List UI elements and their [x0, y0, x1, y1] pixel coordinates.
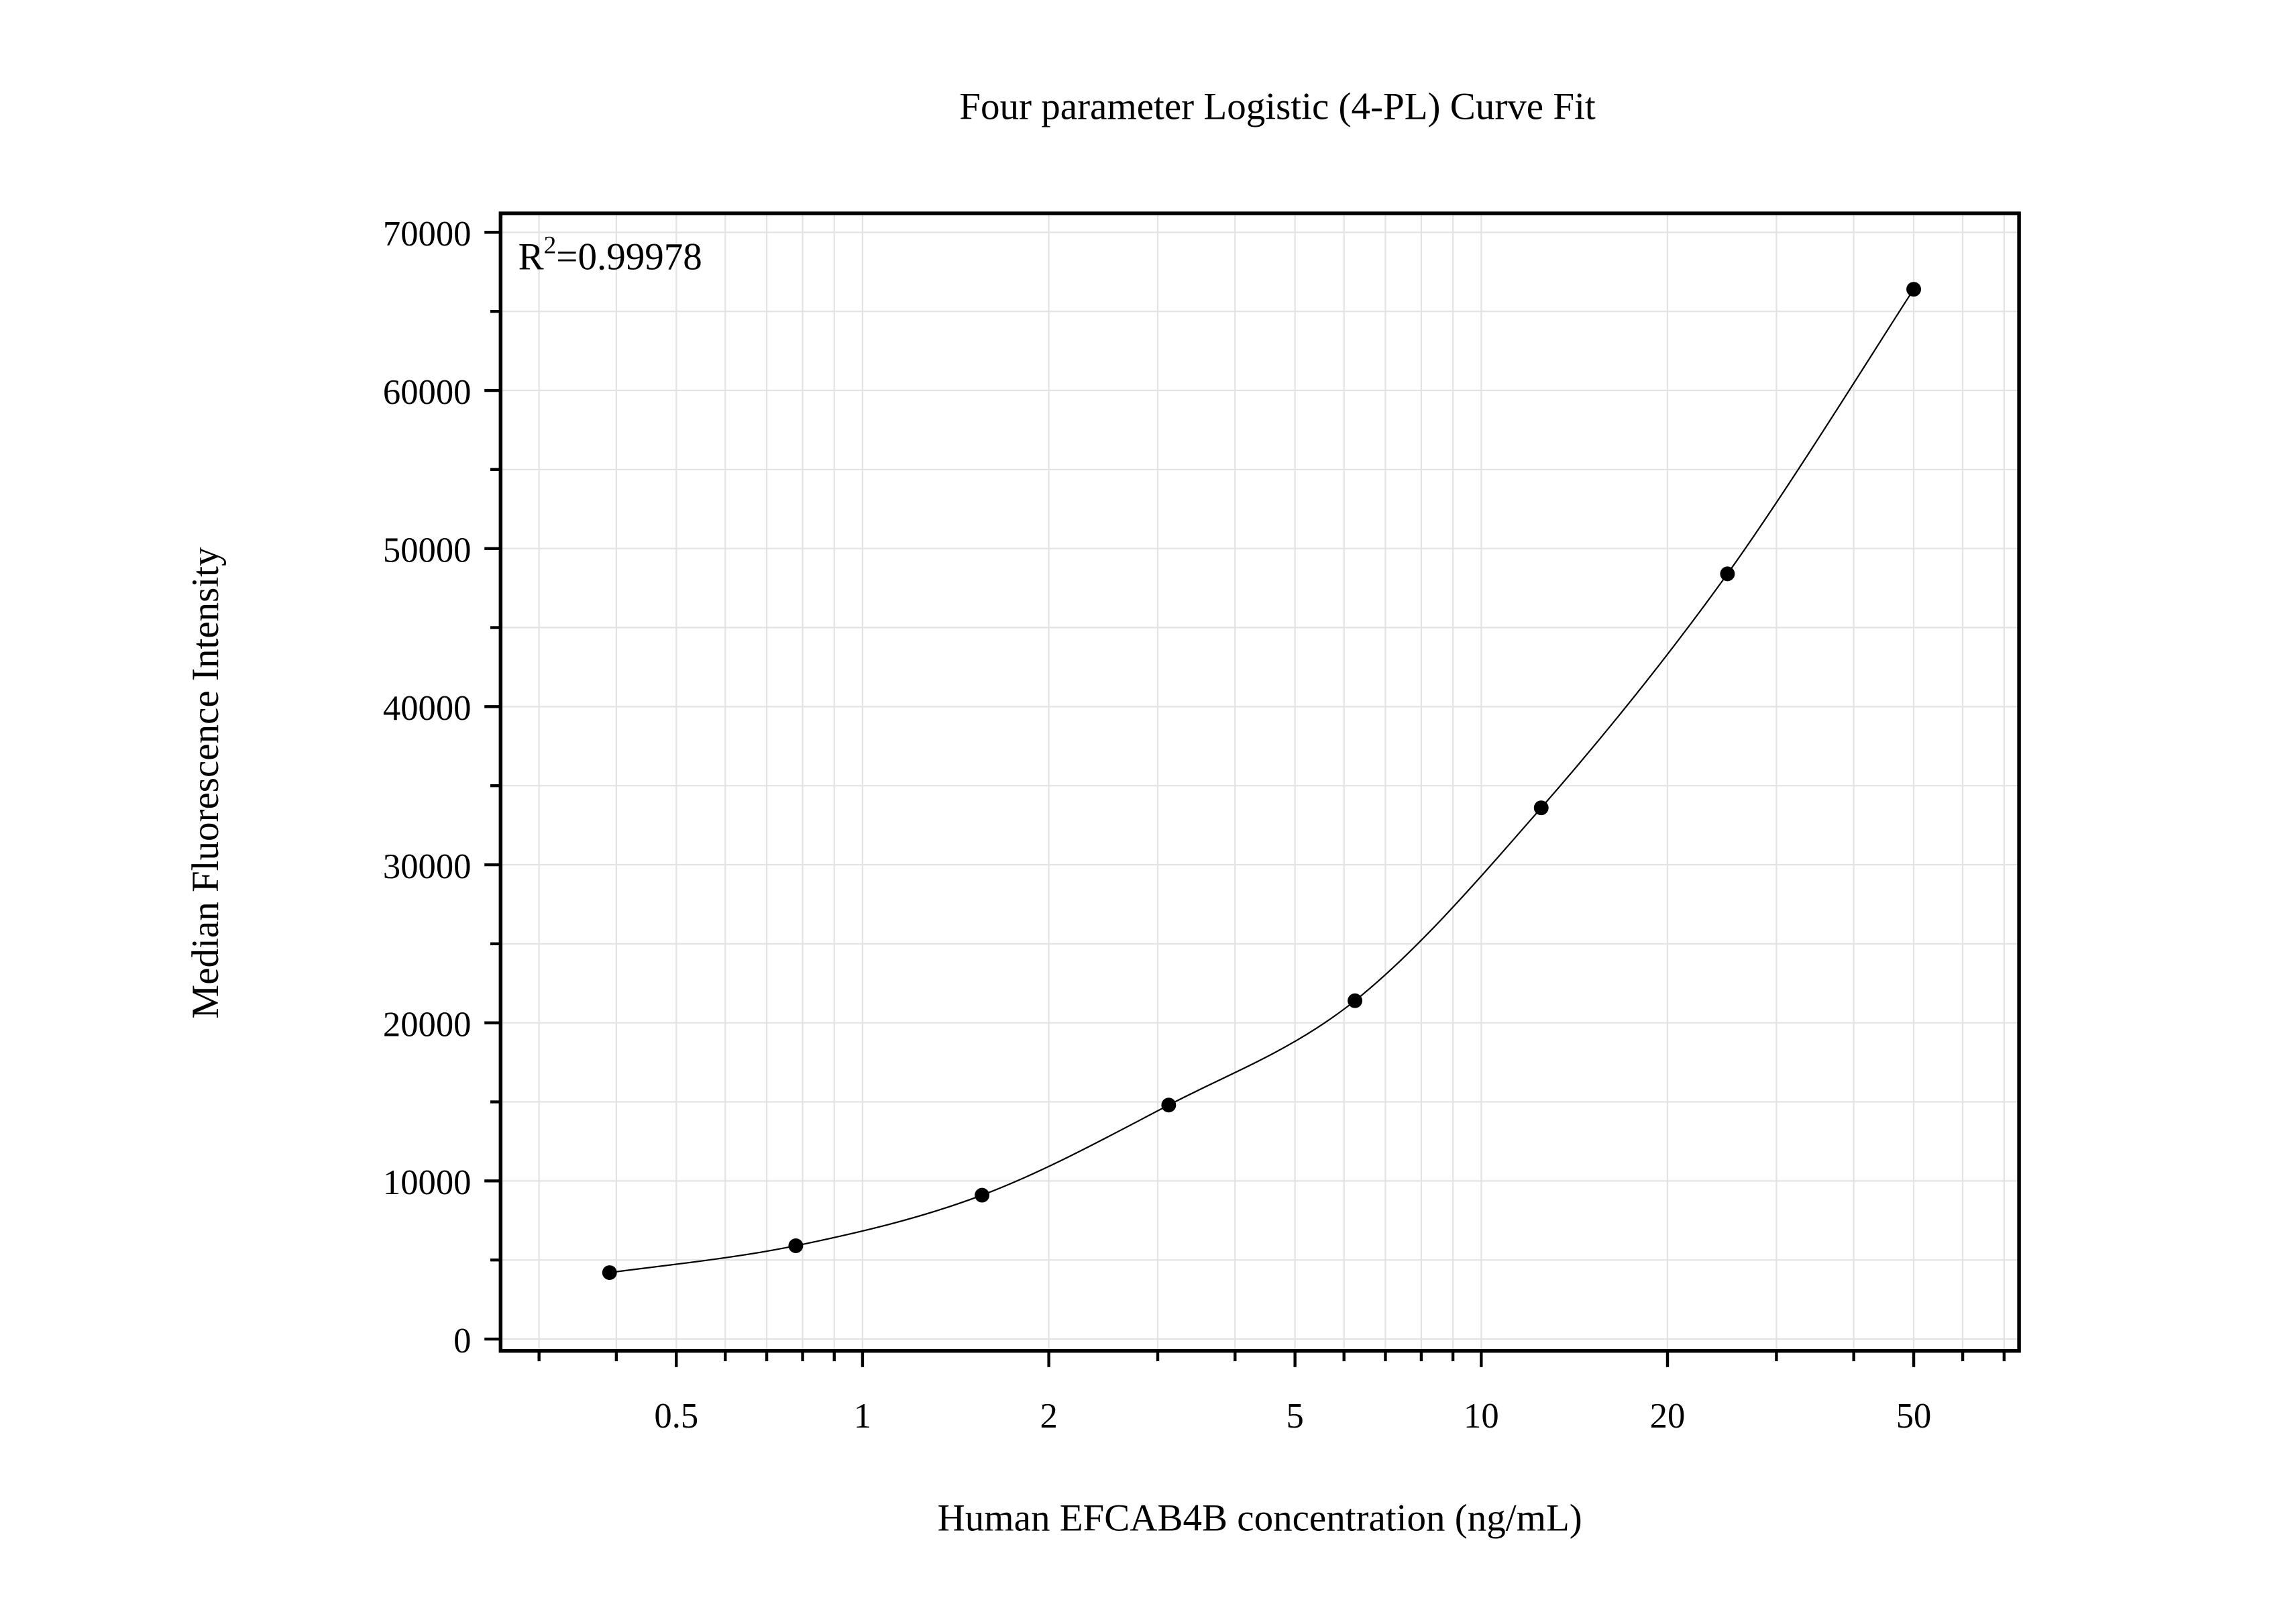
chart-title: Four parameter Logistic (4-PL) Curve Fit — [959, 86, 1596, 128]
data-point — [788, 1238, 804, 1253]
fit-curve-group — [609, 288, 1914, 1274]
data-point — [1533, 800, 1549, 816]
y-tick-label: 0 — [453, 1322, 471, 1360]
x-tick-label: 50 — [1896, 1397, 1932, 1436]
r-squared-annotation: R2=0.99978 — [518, 231, 702, 278]
grid — [500, 213, 2020, 1351]
y-tick-label: 60000 — [383, 373, 472, 412]
data-point — [1720, 566, 1735, 582]
data-point — [1161, 1098, 1177, 1113]
y-tick-label: 10000 — [383, 1163, 472, 1202]
r-sup: 2 — [544, 231, 557, 259]
data-point — [602, 1265, 617, 1281]
x-tick-label: 5 — [1287, 1397, 1304, 1436]
plot-frame — [498, 211, 2021, 1353]
data-point — [1906, 282, 1922, 297]
fit-curve — [609, 288, 1914, 1274]
data-points — [602, 282, 1922, 1281]
y-tick-label: 70000 — [383, 215, 472, 254]
r-value: =0.99978 — [556, 235, 702, 278]
x-tick-label: 1 — [854, 1397, 871, 1436]
x-tick-label: 10 — [1464, 1397, 1499, 1436]
data-point — [975, 1187, 990, 1203]
y-tick-label: 20000 — [383, 1005, 472, 1044]
x-tick-label: 0.5 — [654, 1397, 698, 1436]
axes: 0.5 1 2 5 10 20 50 0 10000 20000 30000 40000 50000 60… — [383, 215, 2006, 1436]
y-axis-label: Median Fluorescence Intensity — [184, 547, 227, 1018]
data-point — [1348, 993, 1363, 1008]
x-tick-label: 2 — [1040, 1397, 1057, 1436]
y-tick-label: 40000 — [383, 689, 472, 728]
r-label: R — [518, 235, 544, 278]
y-tick-label: 50000 — [383, 531, 472, 570]
x-axis-label: Human EFCAB4B concentration (ng/mL) — [938, 1497, 1582, 1539]
x-tick-label: 20 — [1650, 1397, 1686, 1436]
y-tick-label: 30000 — [383, 847, 472, 886]
